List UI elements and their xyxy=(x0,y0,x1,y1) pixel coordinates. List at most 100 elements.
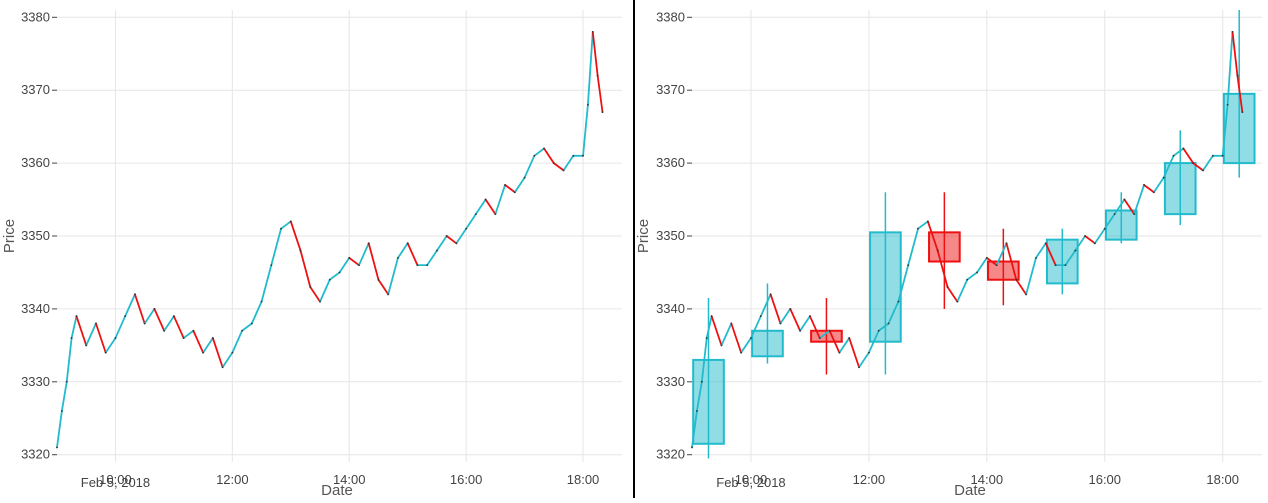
x-axis-title: Date xyxy=(954,482,986,498)
price-segment xyxy=(1094,227,1106,245)
price-point xyxy=(484,198,487,201)
price-segment xyxy=(946,286,959,303)
price-point xyxy=(966,278,969,281)
price-point xyxy=(172,315,175,318)
price-point xyxy=(779,322,782,325)
price-segment xyxy=(270,227,282,267)
price-point xyxy=(211,337,214,339)
price-point xyxy=(60,410,63,412)
price-segment xyxy=(163,315,175,332)
y-tick-label: 3340 xyxy=(21,301,50,316)
price-point xyxy=(70,337,73,339)
price-segment xyxy=(221,351,234,369)
price-segment xyxy=(1035,242,1047,259)
candle-body xyxy=(751,329,784,358)
price-segment xyxy=(1064,249,1077,267)
price-point xyxy=(1211,154,1214,157)
price-point xyxy=(1236,74,1239,77)
price-segment xyxy=(1231,30,1239,77)
price-segment xyxy=(348,256,360,267)
price-point xyxy=(474,213,477,216)
price-point xyxy=(759,315,762,318)
price-segment xyxy=(153,308,166,332)
price-segment xyxy=(513,176,526,194)
price-point xyxy=(377,278,380,281)
price-point xyxy=(740,351,743,354)
price-point xyxy=(1084,235,1087,237)
price-segment xyxy=(484,198,497,216)
price-segment xyxy=(397,242,409,259)
price-point xyxy=(582,154,584,157)
right-candlestick-chart: 3320 3330 3340 3350 3360 3370 3380 10:00 12:00 14… xyxy=(635,9,1262,499)
price-segment xyxy=(192,329,205,354)
price-segment xyxy=(474,198,487,216)
price-point xyxy=(134,293,136,296)
price-segment xyxy=(523,154,536,179)
price-point xyxy=(85,344,88,347)
price-point xyxy=(562,169,565,172)
candle-body xyxy=(987,260,1020,281)
price-point xyxy=(1035,256,1037,259)
price-point xyxy=(289,220,292,223)
left-price-chart: 3320 3330 3340 3350 3360 3370 3380 10:00 12:00 14… xyxy=(1,9,622,499)
price-segment xyxy=(241,322,253,332)
price-segment xyxy=(75,315,88,347)
price-point xyxy=(1226,103,1229,106)
price-segment xyxy=(377,278,390,296)
price-point xyxy=(299,249,302,252)
price-point xyxy=(406,242,409,245)
price-point xyxy=(696,410,698,412)
price-point xyxy=(436,249,438,252)
price-segment xyxy=(877,322,890,332)
price-point xyxy=(710,315,713,318)
price-point xyxy=(867,351,870,354)
price-segment xyxy=(596,74,604,113)
price-segment xyxy=(917,220,929,230)
price-point xyxy=(596,74,599,77)
price-point xyxy=(769,293,772,296)
price-segment xyxy=(70,315,78,339)
price-segment xyxy=(710,315,723,347)
price-segment xyxy=(543,147,555,164)
price-segment xyxy=(1084,235,1096,245)
price-segment xyxy=(114,315,127,339)
price-point xyxy=(202,351,205,354)
price-segment xyxy=(995,242,1008,267)
price-segment xyxy=(436,235,448,252)
price-point xyxy=(1094,242,1096,245)
x-date-sublabel: Feb 5, 2018 xyxy=(716,475,785,490)
x-tick-label: 14:00 xyxy=(333,472,366,487)
price-point xyxy=(1192,162,1195,164)
price-segment xyxy=(858,351,870,369)
price-point xyxy=(838,351,841,354)
price-segment xyxy=(552,162,565,172)
price-segment xyxy=(387,256,399,296)
price-point xyxy=(601,111,604,113)
price-point xyxy=(956,300,959,303)
price-point xyxy=(543,147,545,150)
price-point xyxy=(552,162,555,164)
price-segment xyxy=(143,308,156,325)
price-segment xyxy=(338,256,351,274)
candle-body xyxy=(928,231,961,263)
price-point xyxy=(1015,278,1018,281)
price-point xyxy=(1123,198,1126,201)
y-tick-label: 3330 xyxy=(21,374,50,389)
price-segment xyxy=(1103,213,1116,230)
price-segment xyxy=(280,220,292,230)
price-segment xyxy=(1044,242,1057,267)
price-point xyxy=(231,351,234,354)
price-point xyxy=(591,30,594,33)
price-point xyxy=(995,264,998,267)
price-segment xyxy=(1192,162,1204,172)
price-segment xyxy=(231,329,243,354)
y-tick-label: 3340 xyxy=(656,301,685,316)
price-segment xyxy=(533,147,545,157)
price-point xyxy=(1202,169,1204,172)
price-segment xyxy=(465,213,477,230)
price-point xyxy=(95,322,97,325)
x-tick-label: 14:00 xyxy=(971,472,1004,487)
price-point xyxy=(114,337,117,339)
price-segment xyxy=(591,30,599,77)
price-segment xyxy=(730,322,743,354)
